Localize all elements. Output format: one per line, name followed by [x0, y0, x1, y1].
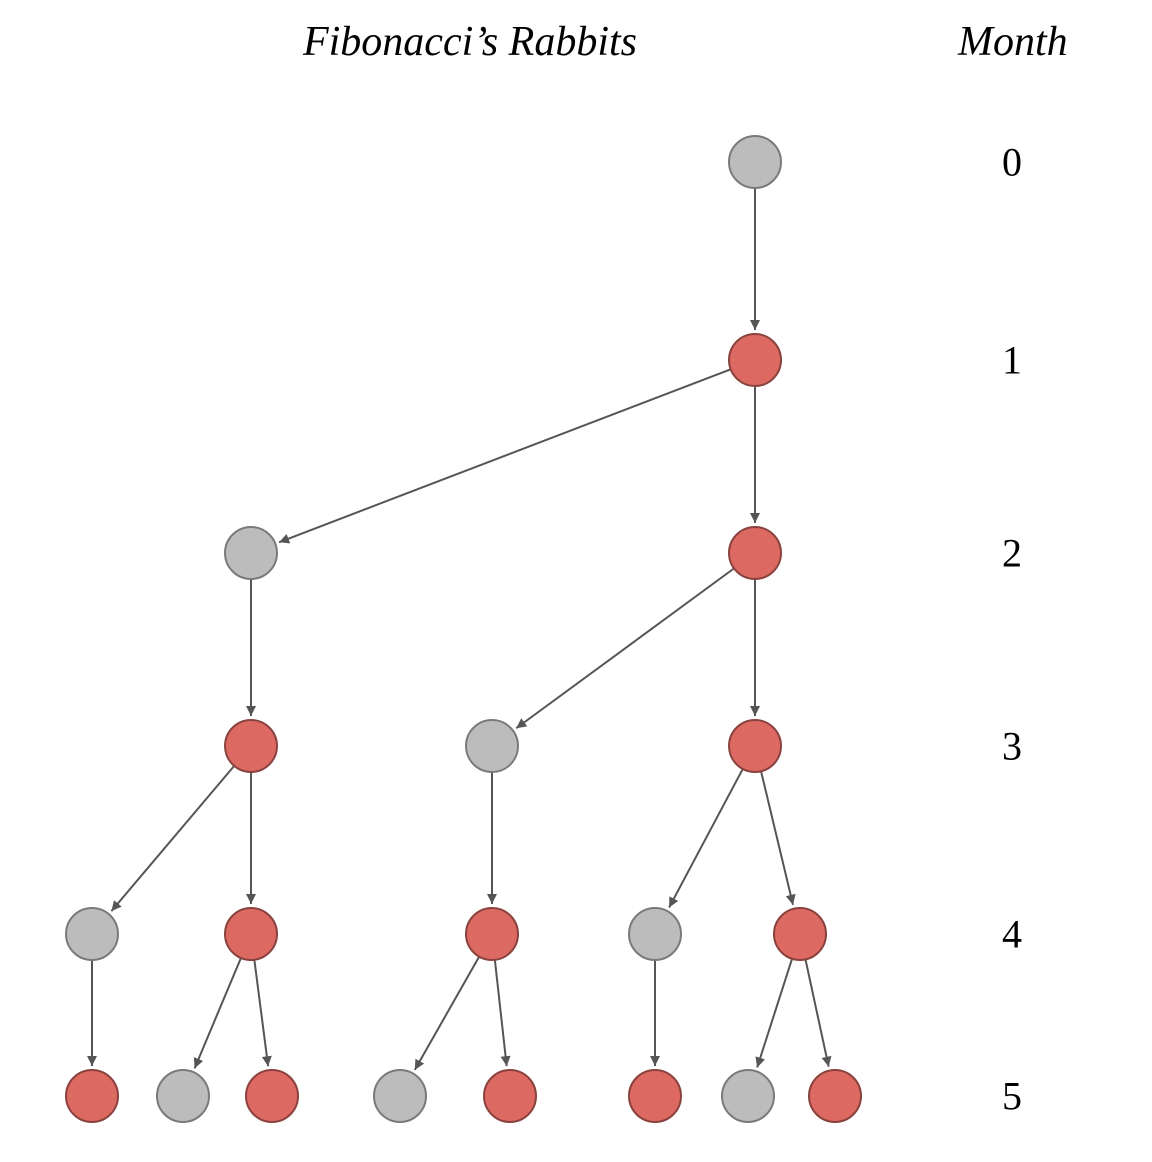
node-mature: [484, 1070, 536, 1122]
tree-edge: [516, 568, 734, 728]
tree-edge: [254, 960, 268, 1066]
node-mature: [66, 1070, 118, 1122]
node-young: [157, 1070, 209, 1122]
node-young: [729, 136, 781, 188]
nodes-group: [66, 136, 861, 1122]
node-mature: [225, 720, 277, 772]
node-mature: [246, 1070, 298, 1122]
node-young: [225, 527, 277, 579]
tree-edge: [415, 957, 479, 1070]
node-mature: [729, 527, 781, 579]
node-mature: [466, 908, 518, 960]
node-young: [722, 1070, 774, 1122]
tree-edge: [761, 771, 793, 905]
node-young: [374, 1070, 426, 1122]
tree-edge: [757, 959, 792, 1068]
tree-edge: [111, 766, 234, 911]
tree-edge: [195, 958, 241, 1068]
node-mature: [774, 908, 826, 960]
edges-group: [92, 188, 829, 1070]
tree-edge: [495, 960, 507, 1066]
node-mature: [729, 720, 781, 772]
fibonacci-rabbits-diagram: Fibonacci’s Rabbits Month 012345: [0, 0, 1152, 1162]
tree-svg: [0, 0, 1152, 1162]
tree-edge: [669, 769, 743, 908]
node-mature: [225, 908, 277, 960]
tree-edge: [279, 369, 731, 542]
node-young: [66, 908, 118, 960]
node-mature: [629, 1070, 681, 1122]
node-young: [466, 720, 518, 772]
node-mature: [809, 1070, 861, 1122]
tree-edge: [805, 959, 828, 1066]
node-young: [629, 908, 681, 960]
node-mature: [729, 334, 781, 386]
